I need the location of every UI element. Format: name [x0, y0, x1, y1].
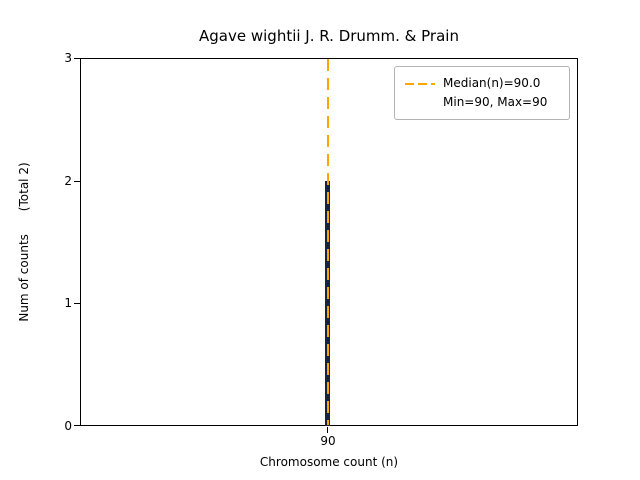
- legend: Median(n)=90.0 Min=90, Max=90: [394, 66, 570, 120]
- y-tick-label-1: 1: [64, 296, 72, 310]
- y-tick-label-0: 0: [64, 419, 72, 433]
- legend-row-median: Median(n)=90.0: [405, 74, 559, 93]
- median-line: [327, 59, 329, 425]
- legend-row-minmax: Min=90, Max=90: [405, 93, 559, 112]
- y-tick-0: [74, 425, 80, 426]
- x-axis-label: Chromosome count (n): [259, 455, 399, 469]
- y-tick-2: [74, 181, 80, 182]
- median-line-sample-icon: [405, 82, 435, 85]
- legend-median-label: Median(n)=90.0: [443, 76, 541, 90]
- y-axis-label: Num of counts (Total 2): [17, 162, 31, 322]
- chart-title: Agave wightii J. R. Drumm. & Prain: [199, 27, 459, 45]
- legend-minmax-label: Min=90, Max=90: [443, 95, 548, 109]
- y-tick-3: [74, 58, 80, 59]
- y-tick-1: [74, 303, 80, 304]
- x-tick-90: [327, 427, 328, 433]
- y-tick-label-2: 2: [64, 174, 72, 188]
- x-tick-label-90: 90: [320, 434, 336, 448]
- y-tick-label-3: 3: [64, 51, 72, 65]
